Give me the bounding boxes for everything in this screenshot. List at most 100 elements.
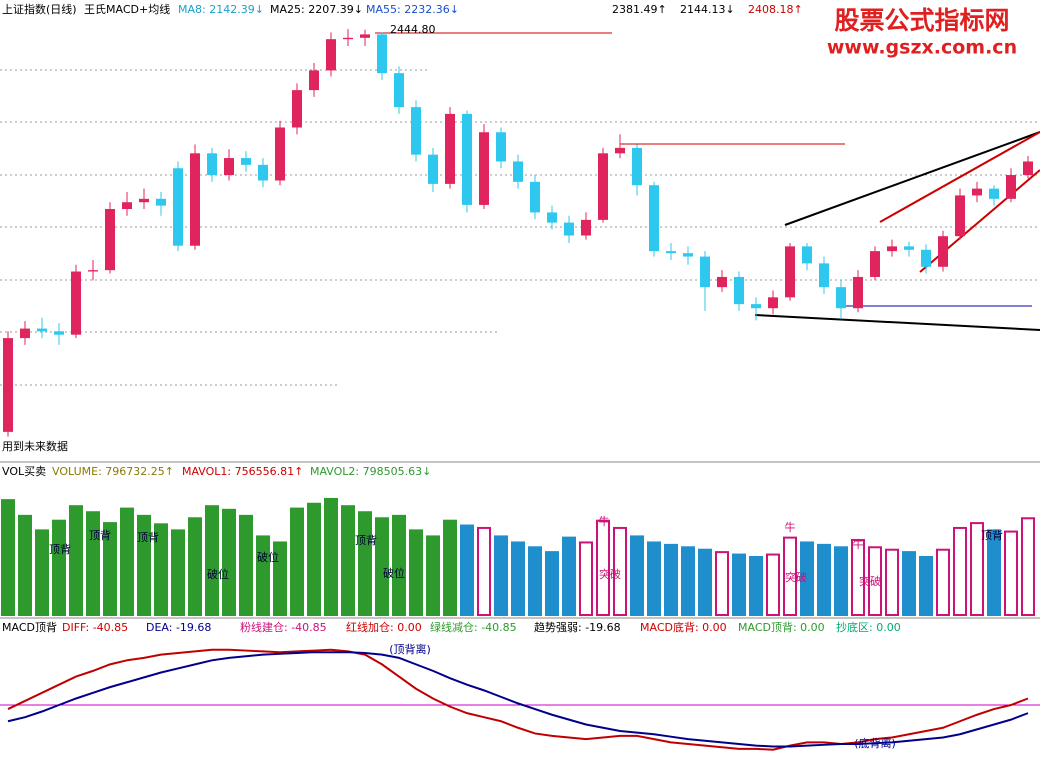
candle-body (870, 251, 880, 277)
candle-body (666, 251, 676, 254)
volume-bar (477, 526, 491, 616)
candle-body (139, 198, 149, 203)
volume-bar (511, 541, 525, 616)
volume-bar (324, 497, 338, 616)
panel-header: 趋势强弱: -19.68 (534, 621, 621, 634)
candle-body (547, 212, 557, 223)
volume-bar (86, 511, 100, 617)
volume-annotation: 突破 (785, 570, 807, 584)
candle-body (836, 287, 846, 309)
candle-body (3, 338, 13, 432)
candle-body (768, 297, 778, 309)
volume-bar (715, 551, 729, 616)
volume-bar (953, 526, 967, 616)
candle-body (326, 39, 336, 71)
volume-bar (460, 524, 474, 617)
candle-body (802, 246, 812, 264)
candle-body (207, 153, 217, 176)
volume-bar (868, 546, 882, 616)
volume-bar (732, 553, 746, 617)
volume-bar (936, 548, 950, 617)
volume-bar (52, 519, 66, 617)
candle-body (156, 198, 166, 206)
header-item: MA8: 2142.39↓ (178, 3, 264, 16)
candle-body (173, 168, 183, 246)
volume-bar (647, 541, 661, 616)
header-item: 王氏MACD+均线 (84, 2, 170, 16)
candle-body (785, 246, 795, 298)
panel-header: DIFF: -40.85 (62, 621, 128, 634)
volume-bar (664, 543, 678, 617)
volume-bar (1004, 530, 1018, 617)
panel-header: VOLUME: 796732.25↑ (52, 465, 174, 478)
candle-body (564, 222, 574, 236)
volume-bar (817, 543, 831, 617)
volume-bar (528, 546, 542, 616)
candle-body (734, 276, 744, 305)
volume-bar (613, 526, 627, 616)
candle-body (360, 34, 370, 38)
candle-body (819, 263, 829, 288)
volume-annotation: 顶背 (355, 533, 377, 547)
volume-bar (902, 551, 916, 616)
panel-header: MAVOL1: 756556.81↑ (182, 465, 303, 478)
candle-body (717, 276, 727, 288)
candle-body (921, 249, 931, 267)
panel-header: 抄底区: 0.00 (836, 620, 901, 634)
volume-annotation: 破位 (383, 566, 405, 580)
watermark-url: www.gszx.com.cn (827, 37, 1017, 59)
volume-bar (494, 535, 508, 617)
candle-body (241, 158, 251, 165)
volume-bar (426, 535, 440, 617)
volume-bar (375, 517, 389, 616)
candle-body (37, 328, 47, 332)
candle-body (292, 90, 302, 128)
candle-body (190, 153, 200, 246)
candle-body (700, 256, 710, 288)
candle-body (496, 132, 506, 162)
header-item: MA55: 2232.36↓ (366, 3, 459, 16)
panel-header: MACD顶背 (2, 620, 57, 634)
macd-line (7, 651, 1029, 748)
candle-body (122, 202, 132, 210)
header-item: 2408.18↑ (748, 3, 803, 16)
candle-body (751, 304, 761, 309)
candle-body (54, 331, 64, 335)
candle-body (20, 328, 30, 339)
volume-bar (154, 523, 168, 616)
volume-bar (358, 511, 372, 617)
candle-body (972, 188, 982, 196)
volume-bar (562, 536, 576, 616)
volume-bar (205, 505, 219, 617)
volume-bar (783, 536, 797, 616)
candle-body (428, 154, 438, 184)
volume-annotation: 突破 (599, 567, 621, 581)
volume-annotation: 突破 (859, 574, 881, 588)
panel-header: 粉线建仓: -40.85 (240, 620, 327, 634)
candle-body (530, 181, 540, 213)
candle-body (649, 185, 659, 252)
volume-bar (137, 514, 151, 617)
candle-body (224, 158, 234, 176)
candle-body (938, 236, 948, 267)
candle-body (411, 107, 421, 155)
volume-bar (970, 522, 984, 616)
volume-annotation: 顶背 (49, 542, 71, 556)
volume-annotation: 顶背 (89, 528, 111, 542)
candle-body (955, 195, 965, 237)
volume-bar (698, 548, 712, 617)
candle-body (343, 37, 353, 40)
note: 用到未来数据 (2, 439, 68, 453)
layout (0, 32, 1040, 706)
panel-header: MAVOL2: 798505.63↓ (310, 465, 431, 478)
volume-bar (1021, 517, 1035, 616)
candle-body (275, 127, 285, 181)
volume-bar (341, 505, 355, 617)
volume-bar (545, 551, 559, 616)
candle-body (887, 246, 897, 252)
header-item: 2381.49↑ (612, 3, 667, 16)
volume-bar (103, 522, 117, 616)
volume-bar (749, 555, 763, 616)
volume-bar (681, 546, 695, 616)
